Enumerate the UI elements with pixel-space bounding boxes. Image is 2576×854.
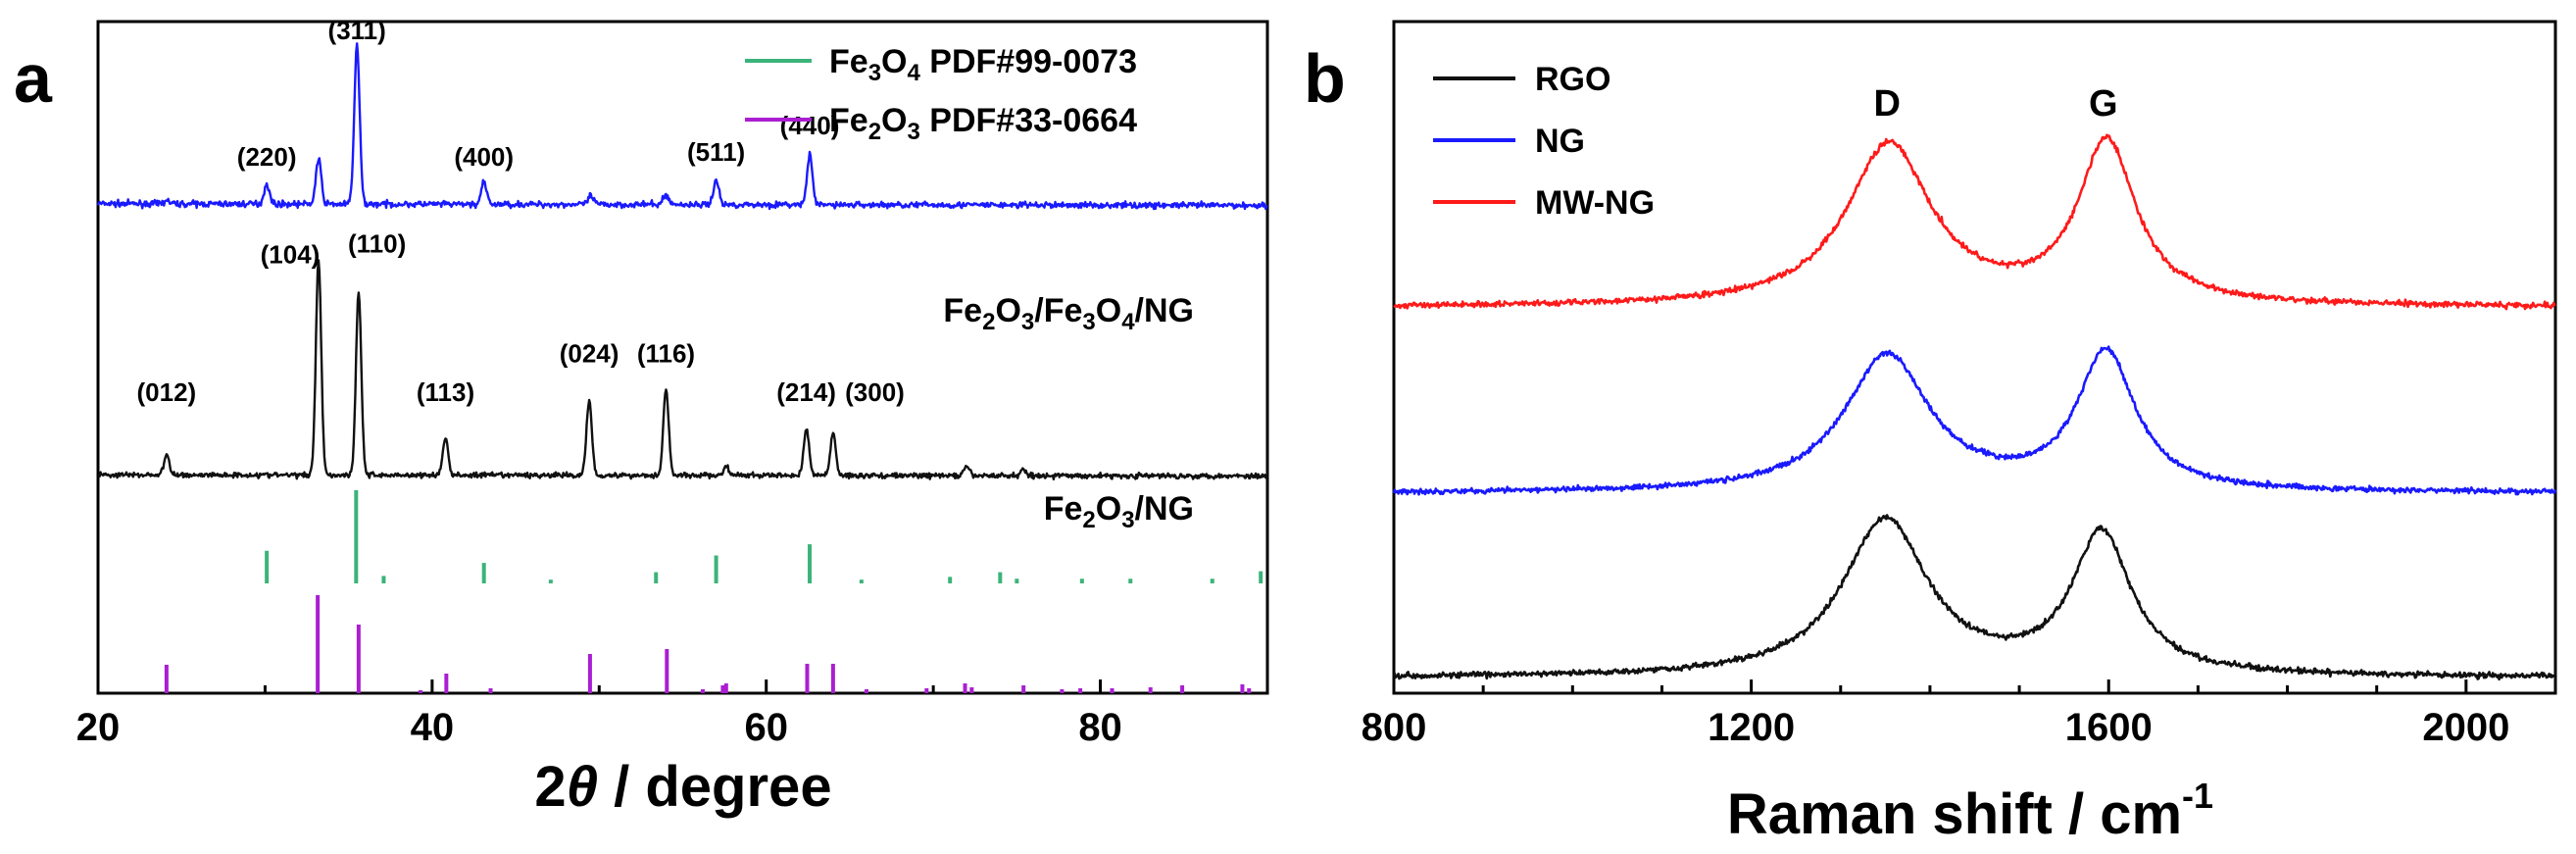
x-tick-label-b: 2000 bbox=[2422, 706, 2509, 749]
legend-label-fe2o3: Fe2O3 PDF#33-0664 bbox=[829, 102, 1137, 145]
miller-index-label: (300) bbox=[845, 377, 905, 407]
miller-index-label: (511) bbox=[687, 137, 745, 167]
miller-index-label: (113) bbox=[417, 377, 474, 407]
x-axis-a: 20 40 60 80 bbox=[76, 679, 1269, 749]
raman-trace-rgo bbox=[1392, 514, 2556, 681]
miller-index-label: (311) bbox=[328, 16, 386, 45]
miller-index-label: (024) bbox=[560, 339, 619, 369]
miller-index-label: (110) bbox=[348, 228, 406, 258]
reference-lines bbox=[164, 490, 1263, 693]
x-tick-label-a: 80 bbox=[1078, 706, 1122, 749]
label-fe2o3-fe3o4-ng: Fe2O3/Fe3O4/NG bbox=[943, 292, 1194, 335]
xrd-trace-fe2o3-ng bbox=[97, 259, 1269, 480]
miller-index-labels: (220) (311) (400) (511) (440) (012) (104) (110)… bbox=[137, 16, 905, 407]
x-tick-label-a: 20 bbox=[76, 706, 121, 749]
miller-index-label: (116) bbox=[637, 339, 695, 369]
band-label-d: D bbox=[1873, 83, 1900, 125]
x-axis-b: 800 1200 1600 2000 bbox=[1362, 679, 2557, 749]
x-tick-label-b: 1200 bbox=[1708, 706, 1795, 749]
miller-index-label: (400) bbox=[454, 142, 514, 172]
miller-index-label: (440) bbox=[780, 111, 840, 140]
x-tick-label-b: 800 bbox=[1362, 706, 1427, 749]
legend-label-ng: NG bbox=[1535, 123, 1585, 160]
legend-label-fe3o4: Fe3O4 PDF#99-0073 bbox=[829, 43, 1137, 86]
xrd-series bbox=[96, 42, 1269, 480]
x-tick-label-a: 60 bbox=[744, 706, 788, 749]
x-axis-label-b: Raman shift / cm-1 bbox=[1727, 776, 2213, 846]
miller-index-label: (214) bbox=[776, 377, 836, 407]
raman-series bbox=[1392, 133, 2557, 681]
miller-index-label: (012) bbox=[137, 377, 197, 407]
xrd-trace-fe2o3-fe3o4-ng bbox=[96, 42, 1268, 211]
panel-label-b: b bbox=[1304, 40, 1346, 117]
legend-a: Fe3O4 PDF#99-0073 Fe2O3 PDF#33-0664 bbox=[745, 43, 1137, 145]
x-tick-label-a: 40 bbox=[411, 706, 455, 749]
band-label-g: G bbox=[2089, 83, 2118, 125]
xrd-panel: (220) (311) (400) (511) (440) (012) (104) (110)… bbox=[76, 16, 1269, 819]
raman-trace-ng bbox=[1392, 345, 2557, 496]
x-tick-label-b: 1600 bbox=[2065, 706, 2153, 749]
panel-label-a: a bbox=[14, 40, 53, 117]
plot-frame-b bbox=[1392, 20, 2557, 695]
legend-b: RGO NG MW-NG bbox=[1433, 61, 1655, 222]
miller-index-label: (104) bbox=[261, 239, 321, 269]
label-fe2o3-ng: Fe2O3/NG bbox=[1044, 490, 1194, 533]
x-axis-label-a: 2θ / degree bbox=[534, 755, 831, 819]
legend-label-mw-ng: MW-NG bbox=[1535, 184, 1655, 222]
plot-frame-a bbox=[96, 20, 1269, 695]
miller-index-label: (220) bbox=[237, 142, 297, 172]
legend-label-rgo: RGO bbox=[1535, 61, 1610, 98]
raman-trace-mw-ng bbox=[1393, 133, 2556, 311]
